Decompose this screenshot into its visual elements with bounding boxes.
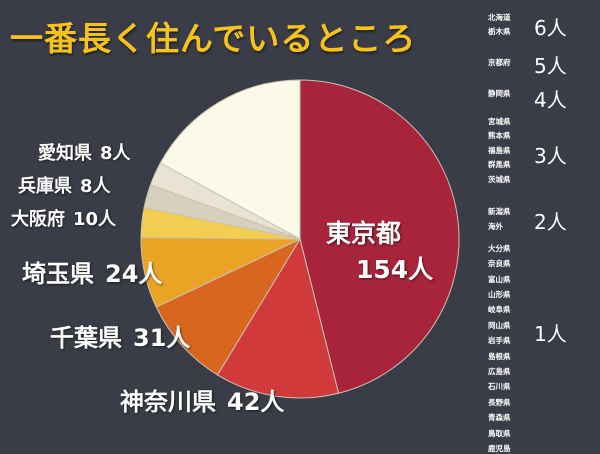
other-count-0: 6人 [534,16,567,40]
other-prefecture-3-4: 茨城県 [488,175,511,184]
other-count-4: 2人 [534,210,567,234]
other-prefecture-5-12: 鳥取県 [488,429,511,438]
other-count-5: 1人 [534,322,567,346]
slice-label-6: 愛知県 [38,143,92,164]
other-count-1: 5人 [534,54,567,78]
other-prefecture-0-0: 北海道 [488,13,511,22]
other-prefecture-5-10: 長野県 [488,398,511,407]
pie-slice-2 [155,237,302,376]
chart-title: 一番長く住んでいるところ [10,19,417,58]
other-prefecture-5-8: 広島県 [488,367,511,376]
other-prefecture-5-7: 島根県 [488,352,511,361]
other-prefecture-5-11: 青森県 [488,413,511,422]
slice-label-1: 神奈川県 [120,388,216,416]
other-prefecture-5-4: 岐阜県 [488,305,511,314]
slice-count-1: 42人 [227,388,285,416]
other-prefecture-5-6: 岩手県 [488,336,511,345]
pie-slice-0 [299,79,460,394]
other-prefecture-5-13: 鹿児島 [488,444,511,453]
slice-label-0: 東京都 [326,219,402,248]
slice-count-5: 8人 [80,176,111,197]
other-prefecture-5-1: 奈良県 [488,259,511,268]
other-prefecture-5-5: 岡山県 [488,321,511,330]
pie-slice-1 [216,237,340,399]
slice-label-2: 千葉県 [50,324,122,352]
other-prefecture-3-2: 福島県 [488,146,511,155]
slice-count-3: 24人 [105,260,163,288]
other-prefecture-4-1: 海外 [488,222,503,231]
other-prefecture-5-0: 大分県 [488,244,511,253]
other-prefecture-4-0: 新潟県 [488,207,511,216]
other-prefecture-5-9: 石川県 [488,382,511,391]
other-prefecture-3-1: 熊本県 [488,131,511,140]
slice-count-0: 154人 [356,255,434,284]
other-count-3: 3人 [534,144,567,168]
other-prefecture-5-2: 富山県 [488,275,511,284]
slice-count-4: 10人 [73,209,117,230]
other-prefecture-2-0: 静岡県 [488,89,511,98]
slice-count-2: 31人 [133,324,191,352]
slice-label-5: 兵庫県 [18,176,72,197]
other-prefecture-3-3: 群馬県 [488,160,511,169]
slice-label-4: 大阪府 [11,209,65,230]
slice-count-6: 8人 [100,143,131,164]
other-prefecture-0-1: 栃木県 [488,27,511,36]
other-prefecture-5-3: 山形県 [488,290,511,299]
slice-label-3: 埼玉県 [22,260,94,288]
other-prefecture-3-0: 宮城県 [488,117,511,126]
other-count-2: 4人 [534,88,567,112]
pie-slice-7 [159,79,301,240]
other-prefecture-1-0: 京都府 [488,58,511,67]
